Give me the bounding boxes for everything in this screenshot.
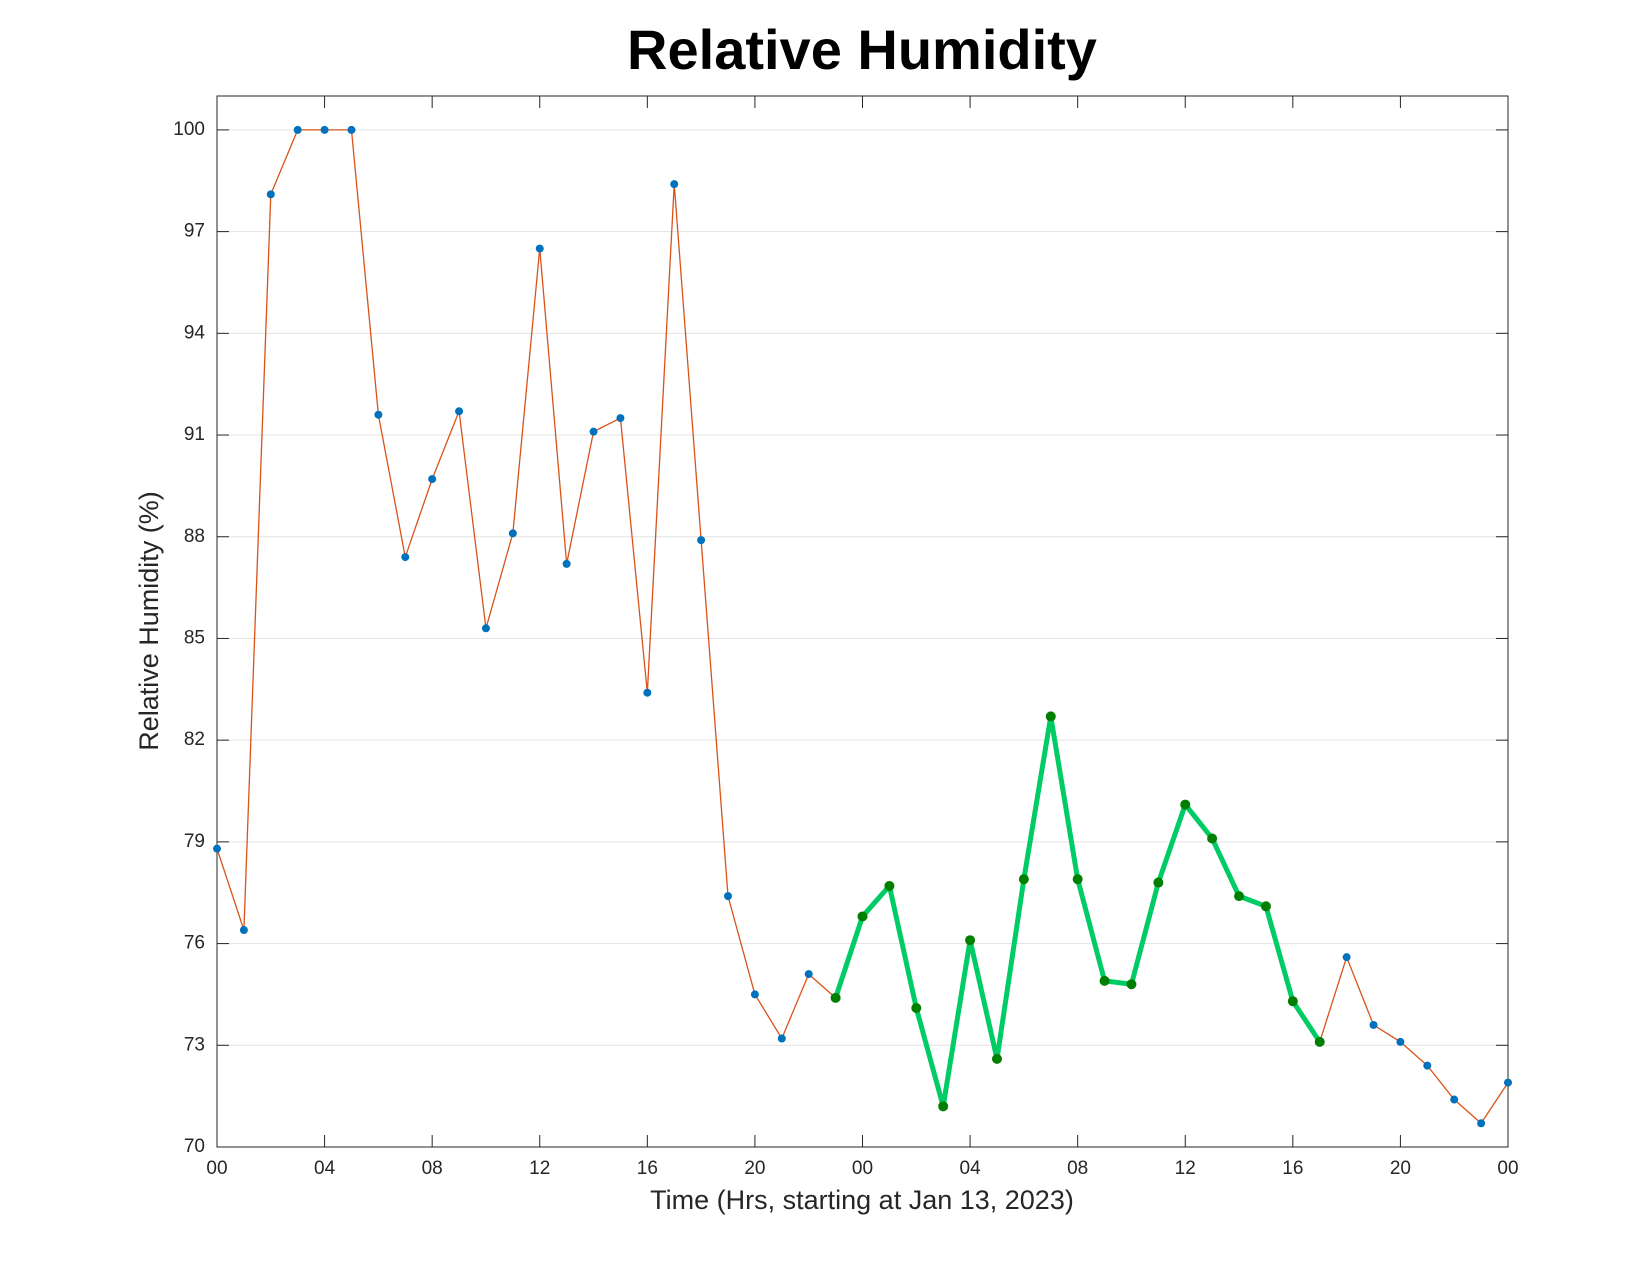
data-point (991, 1053, 1002, 1064)
data-point (1369, 1020, 1378, 1029)
data-point (1207, 833, 1218, 844)
data-point (1045, 711, 1056, 722)
data-point (320, 125, 329, 134)
data-point (1099, 975, 1110, 986)
y-tick-label: 85 (184, 627, 205, 648)
data-point (1342, 953, 1351, 962)
x-tick-label: 00 (1497, 1158, 1518, 1179)
y-tick-label: 76 (184, 933, 205, 954)
data-point (374, 410, 383, 419)
y-tick-label: 73 (184, 1034, 205, 1055)
data-point (1126, 979, 1137, 990)
data-point (1477, 1119, 1486, 1128)
data-point (911, 1002, 922, 1013)
data-point (750, 990, 759, 999)
x-tick-label: 20 (1390, 1158, 1411, 1179)
y-tick-label: 91 (184, 424, 205, 445)
data-point (239, 926, 248, 935)
data-point (562, 559, 571, 568)
data-point (1260, 901, 1271, 912)
data-point (428, 475, 437, 484)
x-tick-label: 04 (960, 1158, 982, 1179)
data-point (1504, 1078, 1512, 1087)
data-point (965, 935, 976, 946)
data-point (589, 427, 598, 436)
plot-frame (216, 95, 1509, 1148)
data-line (833, 713, 1322, 1109)
data-point (1314, 1036, 1325, 1047)
y-tick-label: 70 (184, 1136, 205, 1157)
data-point (508, 529, 517, 538)
data-point (1072, 874, 1083, 885)
data-point (884, 880, 895, 891)
data-point (455, 407, 464, 416)
data-point (1287, 996, 1298, 1007)
y-tick-label: 82 (184, 729, 205, 750)
data-point (670, 180, 679, 189)
x-axis-label: Time (Hrs, starting at Jan 13, 2023) (650, 1185, 1074, 1215)
y-axis-label: Relative Humidity (%) (134, 491, 164, 751)
data-point (535, 244, 544, 253)
data-point (401, 553, 410, 562)
data-point (1018, 874, 1029, 885)
x-tick-label: 20 (744, 1158, 765, 1179)
data-point (724, 892, 733, 901)
x-tick-label: 08 (422, 1158, 443, 1179)
data-point (1450, 1095, 1459, 1104)
data-point (347, 125, 356, 134)
y-tick-label: 88 (184, 526, 205, 547)
data-point (213, 844, 221, 853)
x-tick-label: 12 (1175, 1158, 1196, 1179)
x-tick-label: 04 (314, 1158, 336, 1179)
data-point (293, 125, 302, 134)
data-point (697, 536, 706, 545)
x-tick-label: 08 (1067, 1158, 1088, 1179)
data-point (1423, 1061, 1432, 1070)
x-tick-label: 12 (529, 1158, 550, 1179)
data-point (1153, 877, 1164, 888)
x-tick-label: 16 (637, 1158, 658, 1179)
data-point (481, 624, 490, 633)
data-line (216, 129, 1509, 1124)
data-point (643, 688, 652, 697)
data-point (1180, 799, 1191, 810)
x-tick-label: 00 (206, 1158, 227, 1179)
y-tick-label: 97 (184, 221, 205, 242)
data-point (616, 414, 625, 423)
data-point (266, 190, 275, 199)
y-tick-label: 100 (173, 119, 205, 140)
y-tick-label: 79 (184, 831, 205, 852)
y-tick-label: 94 (184, 322, 206, 343)
data-point (830, 992, 841, 1003)
data-point (804, 970, 813, 979)
x-tick-label: 16 (1282, 1158, 1303, 1179)
data-point (857, 911, 868, 922)
data-point (938, 1101, 949, 1112)
data-point (1396, 1037, 1405, 1046)
x-tick-label: 00 (852, 1158, 873, 1179)
data-point (1234, 891, 1245, 902)
chart-title: Relative Humidity (627, 18, 1097, 81)
data-point (777, 1034, 786, 1043)
